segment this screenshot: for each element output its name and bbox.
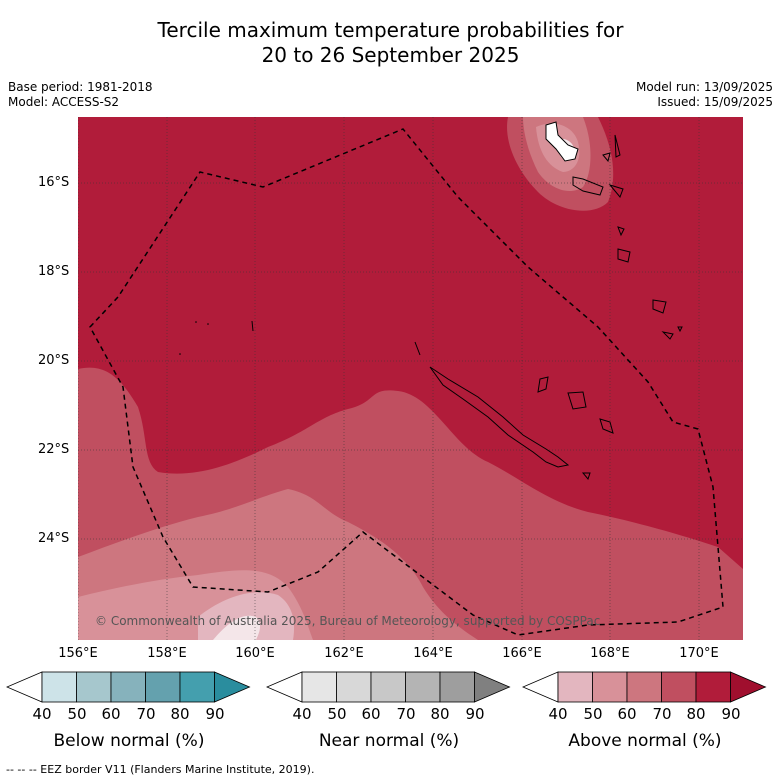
colorbar-high-extend bbox=[214, 671, 251, 703]
lon-label-166e: 166°E bbox=[502, 646, 542, 661]
tick: 50 bbox=[327, 705, 347, 723]
lon-label-170e: 170°E bbox=[679, 646, 719, 661]
tick: 70 bbox=[396, 705, 416, 723]
isle-of-pines bbox=[581, 472, 591, 481]
colorbar-segment bbox=[41, 671, 77, 703]
vanuatu-island-9 bbox=[617, 226, 625, 237]
tick: 60 bbox=[617, 705, 637, 723]
lon-label-162e: 162°E bbox=[324, 646, 364, 661]
above-normal-label: Above normal (%) bbox=[568, 731, 722, 751]
lat-label-24s: 24°S bbox=[38, 531, 70, 546]
eez-border bbox=[89, 128, 724, 636]
vanuatu-island-3 bbox=[602, 152, 611, 163]
tick: 60 bbox=[101, 705, 121, 723]
vanuatu-island-5 bbox=[608, 184, 624, 198]
tick: 80 bbox=[430, 705, 450, 723]
tick: 70 bbox=[136, 705, 156, 723]
new-caledonia-island bbox=[429, 366, 570, 468]
colorbar-low-extend bbox=[266, 671, 303, 703]
colorbar-segment bbox=[661, 671, 697, 703]
vanuatu-island-6 bbox=[617, 248, 631, 263]
below-normal-label: Below normal (%) bbox=[53, 731, 205, 751]
colorbar-segment bbox=[405, 671, 441, 703]
colorbar-segment bbox=[626, 671, 662, 703]
near-normal-colorbar bbox=[266, 671, 511, 703]
tick: 50 bbox=[67, 705, 87, 723]
copyright-text: © Commonwealth of Australia 2025, Bureau… bbox=[95, 614, 601, 628]
colorbar-segment bbox=[439, 671, 475, 703]
tick: 80 bbox=[686, 705, 706, 723]
map-svg bbox=[77, 117, 743, 640]
prob-zone-below-40 bbox=[213, 615, 261, 640]
model-run: Model run: 13/09/2025 bbox=[635, 80, 773, 94]
base-period: Base period: 1981-2018 bbox=[8, 80, 153, 94]
colorbar-segment bbox=[301, 671, 337, 703]
meta-right: Model run: 13/09/2025 Issued: 15/09/2025 bbox=[636, 80, 773, 110]
small-islet-2 bbox=[207, 323, 209, 325]
colorbar-segment bbox=[336, 671, 372, 703]
lon-label-168e: 168°E bbox=[590, 646, 630, 661]
small-islet-4 bbox=[251, 320, 254, 332]
probability-map: © Commonwealth of Australia 2025, Bureau… bbox=[77, 117, 743, 640]
tick: 50 bbox=[583, 705, 603, 723]
tick: 40 bbox=[548, 705, 568, 723]
lat-label-22s: 22°S bbox=[38, 442, 70, 457]
tick: 80 bbox=[170, 705, 190, 723]
title-line-1: Tercile maximum temperature probabilitie… bbox=[157, 18, 624, 42]
colorbar-segment bbox=[370, 671, 406, 703]
lat-label-18s: 18°S bbox=[38, 264, 70, 279]
tick: 60 bbox=[361, 705, 381, 723]
colorbar-segment bbox=[592, 671, 628, 703]
colorbar-high-extend bbox=[730, 671, 767, 703]
vanuatu-island-7 bbox=[652, 299, 667, 314]
meta-left: Base period: 1981-2018 Model: ACCESS-S2 bbox=[8, 80, 153, 110]
vanuatu-island-8 bbox=[661, 331, 674, 340]
tick: 40 bbox=[292, 705, 312, 723]
tick: 70 bbox=[652, 705, 672, 723]
tick: 90 bbox=[205, 705, 225, 723]
near-normal-label: Near normal (%) bbox=[318, 731, 460, 751]
model-name: Model: ACCESS-S2 bbox=[8, 95, 120, 109]
loyalty-island-2 bbox=[567, 391, 587, 410]
lon-label-160e: 160°E bbox=[235, 646, 275, 661]
tick: 90 bbox=[465, 705, 485, 723]
tick: 90 bbox=[721, 705, 741, 723]
espiritu-santo-island bbox=[545, 121, 579, 162]
small-islet-3 bbox=[179, 353, 181, 355]
colorbar-low-extend bbox=[6, 671, 43, 703]
loyalty-island-1 bbox=[537, 376, 549, 393]
title-line-2: 20 to 26 September 2025 bbox=[261, 43, 520, 67]
lon-label-156e: 156°E bbox=[58, 646, 98, 661]
colorbar-segment bbox=[110, 671, 146, 703]
vanuatu-island-10 bbox=[677, 326, 683, 333]
new-caledonia-north-islet bbox=[414, 341, 421, 356]
below-normal-colorbar bbox=[6, 671, 251, 703]
loyalty-island-3 bbox=[599, 418, 614, 434]
vanuatu-island-2 bbox=[572, 176, 604, 196]
lon-label-164e: 164°E bbox=[413, 646, 453, 661]
colorbar-segment bbox=[76, 671, 112, 703]
issued-date: Issued: 15/09/2025 bbox=[657, 95, 773, 109]
small-islet-1 bbox=[195, 321, 197, 323]
colorbar-low-extend bbox=[522, 671, 559, 703]
colorbar-segment bbox=[695, 671, 731, 703]
tick: 40 bbox=[32, 705, 52, 723]
lat-label-20s: 20°S bbox=[38, 353, 70, 368]
lon-label-158e: 158°E bbox=[147, 646, 187, 661]
vanuatu-island-4 bbox=[614, 134, 621, 158]
eez-footnote: -- -- -- EEZ border V11 (Flanders Marine… bbox=[6, 763, 315, 776]
map-title: Tercile maximum temperature probabilitie… bbox=[0, 18, 781, 68]
graticule bbox=[77, 117, 743, 640]
lat-label-16s: 16°S bbox=[38, 175, 70, 190]
colorbar-high-extend bbox=[474, 671, 511, 703]
colorbar-segment bbox=[179, 671, 215, 703]
above-normal-colorbar bbox=[522, 671, 767, 703]
colorbar-segment bbox=[557, 671, 593, 703]
colorbar-segment bbox=[145, 671, 181, 703]
